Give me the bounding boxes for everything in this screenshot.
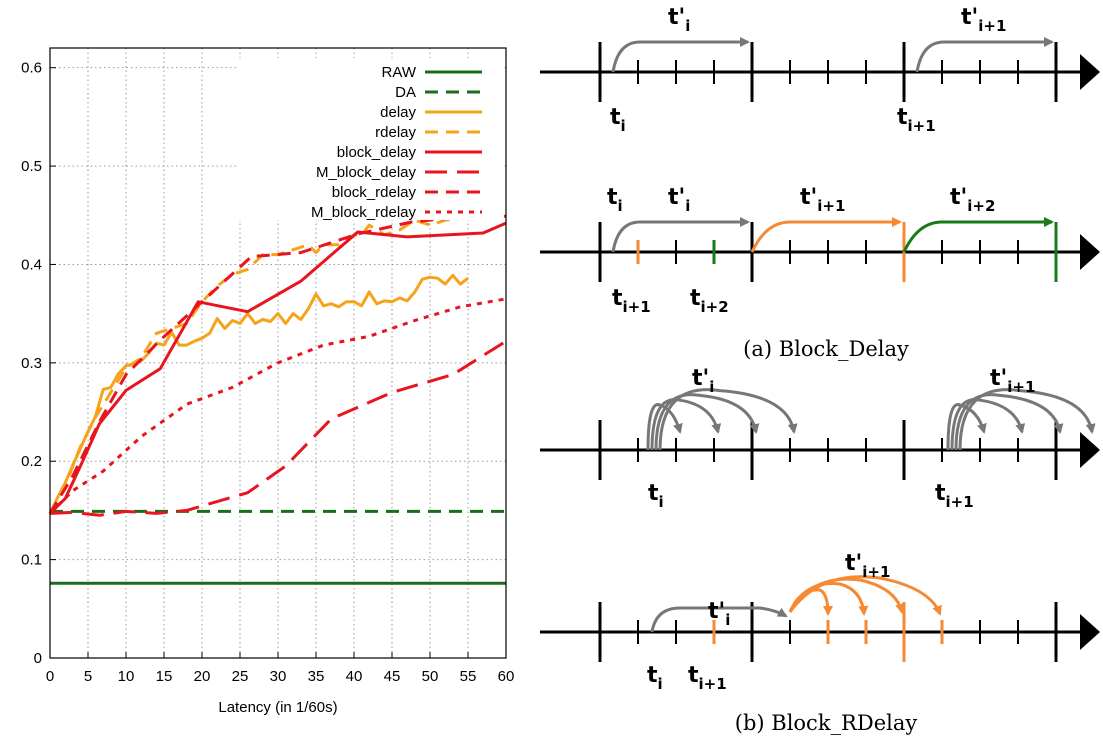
arrow xyxy=(915,37,1054,73)
legend-label: M_block_delay xyxy=(316,164,417,181)
label-t-i+1: ti+1 xyxy=(612,286,651,316)
arrow xyxy=(750,217,902,253)
arrow xyxy=(646,403,683,451)
label-t-prime-i: t'i xyxy=(692,366,714,396)
arrow xyxy=(950,398,1026,451)
arrow xyxy=(611,217,750,253)
label-t-prime-i: t'i xyxy=(708,599,730,629)
x-tick-label: 30 xyxy=(270,668,287,685)
y-tick-label: 0.5 xyxy=(21,158,42,175)
label-t-prime-i+1: t'i+1 xyxy=(961,5,1006,35)
label-t-prime-i: t'i xyxy=(668,5,690,35)
timeline-diagrams xyxy=(540,37,1100,662)
label-t-prime-i+1: t'i+1 xyxy=(845,551,890,581)
series-line-delay xyxy=(48,273,469,515)
arrow xyxy=(650,398,722,451)
arrow xyxy=(654,393,760,451)
legend-label: delay xyxy=(380,104,416,121)
legend-label: block_rdelay xyxy=(332,184,417,201)
chart-legend: RAW DA delay rdelay block_delay M_block_delay… xyxy=(236,58,502,221)
label-t-i+1: ti+1 xyxy=(935,481,974,511)
arrow xyxy=(902,217,1054,253)
x-axis-ticks: 0 5 10 15 20 25 30 35 40 45 50 55 60 xyxy=(46,652,515,685)
x-tick-label: 35 xyxy=(308,668,325,685)
series-line-rdelay xyxy=(48,212,469,515)
label-t-i: ti xyxy=(648,481,664,511)
y-tick-label: 0.1 xyxy=(21,552,42,569)
label-t-i: ti xyxy=(607,185,623,215)
x-tick-label: 50 xyxy=(422,668,439,685)
x-tick-label: 20 xyxy=(194,668,211,685)
arrow xyxy=(946,403,987,451)
label-t-prime-i+1: t'i+1 xyxy=(800,185,845,215)
arrow xyxy=(954,393,1064,451)
series-line-M_block_delay xyxy=(49,339,507,517)
timeline-4-arrowhead xyxy=(1080,614,1100,650)
label-t-i: ti xyxy=(647,663,663,693)
y-tick-label: 0.3 xyxy=(21,355,42,372)
legend-label: RAW xyxy=(382,64,417,81)
y-tick-label: 0 xyxy=(34,650,42,667)
arrow xyxy=(650,606,788,633)
caption-b: (b) Block_RDelay xyxy=(735,711,918,735)
legend-label: DA xyxy=(395,84,416,101)
x-axis-label: Latency (in 1/60s) xyxy=(218,699,337,716)
legend-label: rdelay xyxy=(375,124,416,141)
y-tick-label: 0.6 xyxy=(21,60,42,77)
label-t-i+2: ti+2 xyxy=(690,286,729,316)
x-tick-label: 60 xyxy=(498,668,515,685)
x-tick-label: 45 xyxy=(384,668,401,685)
timeline-2-arrowhead xyxy=(1080,234,1100,270)
x-tick-label: 40 xyxy=(346,668,363,685)
x-tick-label: 0 xyxy=(46,668,54,685)
y-tick-label: 0.2 xyxy=(21,453,42,470)
arrow xyxy=(958,388,1096,451)
legend-label: block_delay xyxy=(337,144,417,161)
label-t-prime-i+1: t'i+1 xyxy=(990,366,1035,396)
y-tick-label: 0.4 xyxy=(21,256,42,273)
timeline-3-arrowhead xyxy=(1080,432,1100,468)
x-tick-label: 55 xyxy=(460,668,477,685)
y-axis-ticks: 0 0.1 0.2 0.3 0.4 0.5 0.6 xyxy=(21,60,56,667)
label-t-prime-i: t'i xyxy=(668,185,690,215)
x-tick-label: 15 xyxy=(156,668,173,685)
arrow xyxy=(611,37,750,73)
timeline-1-arrowhead xyxy=(1080,54,1100,90)
arrow xyxy=(658,388,798,451)
x-tick-label: 25 xyxy=(232,668,249,685)
timeline-labels: t'i t'i+1 ti ti+1 ti t'i t'i+1 t'i+2 ti+… xyxy=(607,5,1035,735)
series-line-block_delay xyxy=(48,221,507,515)
line-chart: 0 5 10 15 20 25 30 35 40 45 50 55 60 0 0.1 0.2 0.3 0.4 0.… xyxy=(21,47,515,716)
arrow xyxy=(788,575,942,616)
x-tick-label: 10 xyxy=(118,668,135,685)
label-t-i+1: ti+1 xyxy=(688,663,727,693)
label-t-i+1: ti+1 xyxy=(897,105,936,135)
caption-a: (a) Block_Delay xyxy=(743,337,909,361)
label-t-prime-i+2: t'i+2 xyxy=(950,185,995,215)
x-tick-label: 5 xyxy=(84,668,92,685)
plot-frame xyxy=(49,47,507,659)
chart-series xyxy=(48,212,507,585)
label-t-i: ti xyxy=(610,105,626,135)
legend-label: M_block_rdelay xyxy=(311,204,417,221)
series-line-block_rdelay xyxy=(48,214,506,515)
